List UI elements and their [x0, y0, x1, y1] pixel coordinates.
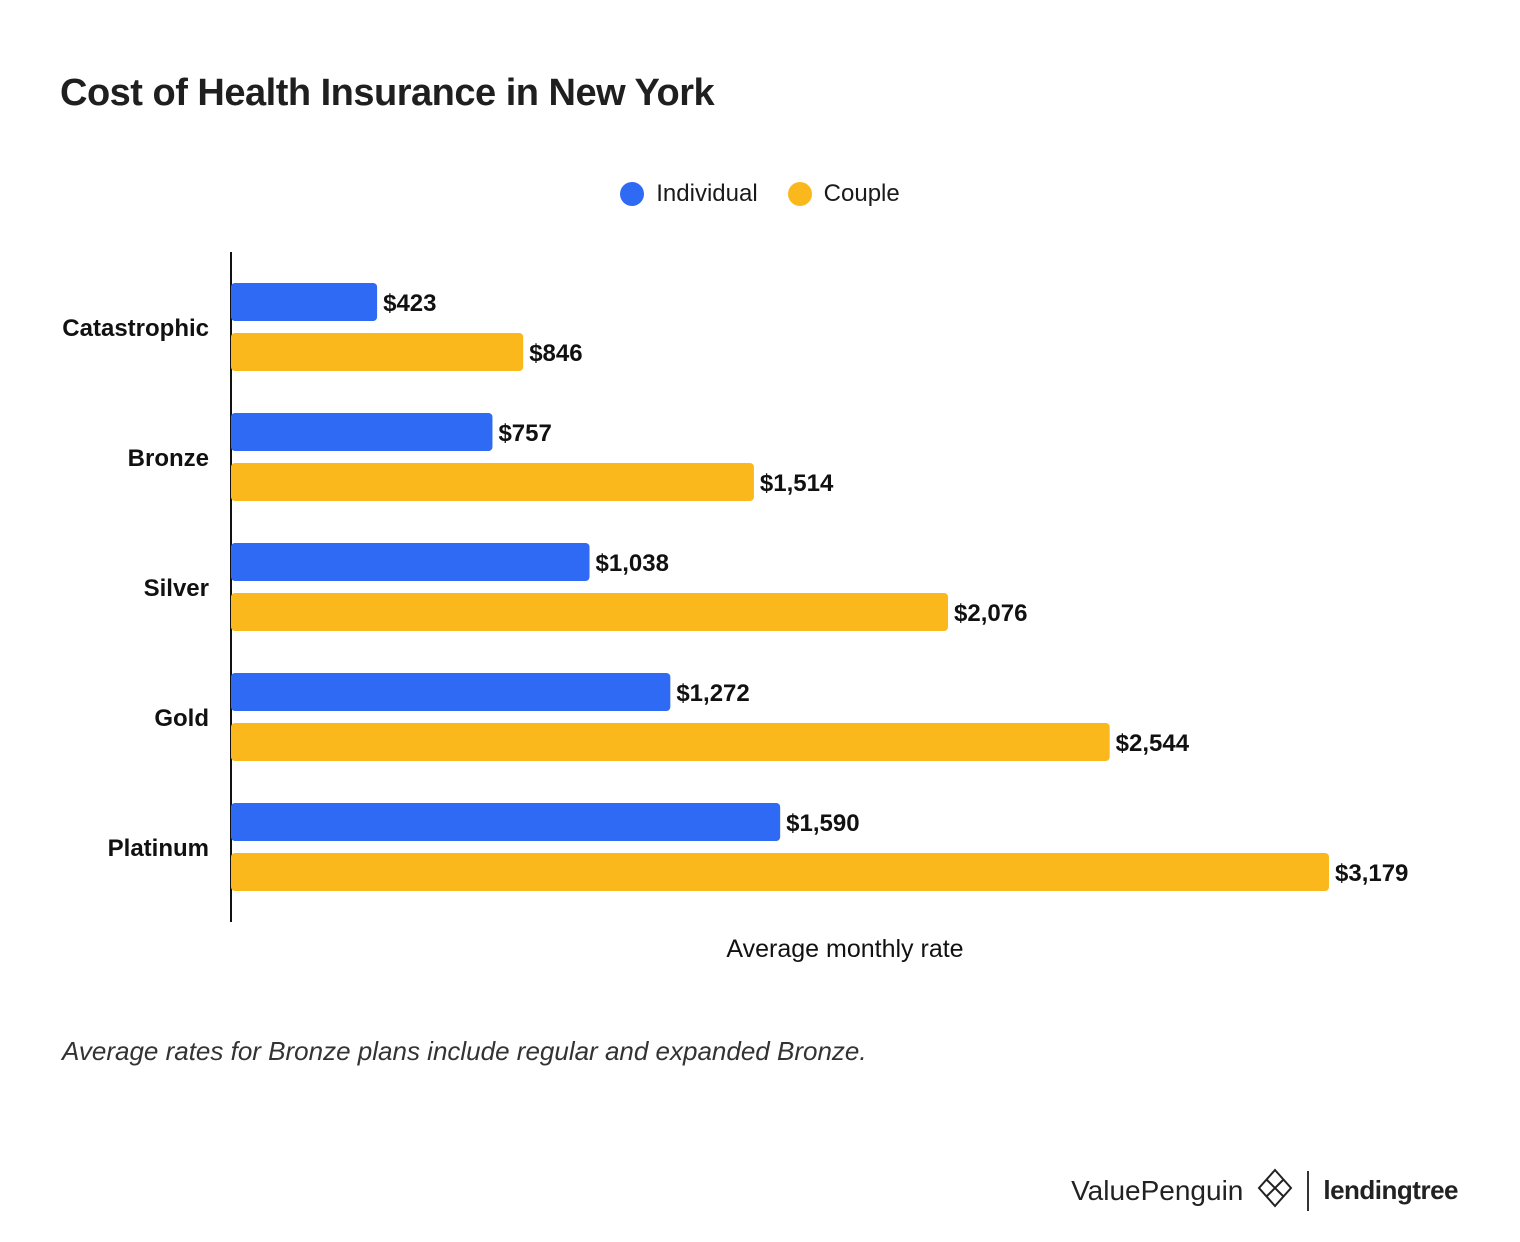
legend-label-couple: Couple [823, 180, 900, 207]
bar-chart: Catastrophic $423 $846 Bronze $757 $1,514 Silv… [62, 252, 1408, 963]
value-label-couple-bronze: $1,514 [760, 470, 834, 497]
value-label-individual-silver: $1,038 [596, 550, 669, 577]
value-label-individual-catastrophic: $423 [383, 290, 436, 317]
bar-individual-platinum [231, 803, 781, 841]
legend-item-individual: Individual [620, 180, 758, 208]
bar-couple-bronze [231, 463, 754, 501]
category-label-gold: Gold [154, 705, 209, 732]
footnote: Average rates for Bronze plans include r… [62, 1036, 867, 1066]
valuepenguin-logo-text: ValuePenguin [1071, 1174, 1244, 1206]
branding: ValuePenguin lendingtree [1071, 1168, 1458, 1213]
chart-title: Cost of Health Insurance in New York [60, 72, 715, 114]
legend-label-individual: Individual [656, 180, 758, 207]
category-label-silver: Silver [144, 575, 209, 602]
value-label-couple-catastrophic: $846 [529, 340, 582, 367]
legend-swatch-individual [620, 182, 645, 206]
value-label-couple-gold: $2,544 [1116, 730, 1190, 757]
value-label-couple-platinum: $3,179 [1335, 860, 1408, 887]
bar-individual-silver [231, 543, 590, 581]
category-label-catastrophic: Catastrophic [62, 315, 209, 342]
x-axis-label: Average monthly rate [726, 935, 963, 963]
bar-individual-gold [231, 673, 671, 711]
bar-individual-bronze [231, 413, 493, 451]
bar-couple-silver [231, 593, 949, 631]
lendingtree-logo-text: lendingtree [1323, 1175, 1458, 1205]
bar-couple-platinum [231, 853, 1329, 891]
bar-couple-catastrophic [231, 333, 524, 371]
brand-divider [1307, 1170, 1310, 1211]
valuepenguin-logo-icon [1257, 1168, 1293, 1213]
value-label-individual-bronze: $757 [498, 420, 551, 447]
category-label-bronze: Bronze [128, 445, 209, 472]
value-label-couple-silver: $2,076 [954, 600, 1027, 627]
bar-individual-catastrophic [231, 283, 378, 321]
bar-couple-gold [231, 723, 1110, 761]
value-label-individual-platinum: $1,590 [786, 810, 859, 837]
legend-swatch-couple [787, 182, 812, 206]
category-label-platinum: Platinum [108, 835, 209, 862]
legend: Individual Couple [0, 180, 1520, 208]
value-label-individual-gold: $1,272 [676, 680, 749, 707]
legend-item-couple: Couple [787, 180, 900, 208]
